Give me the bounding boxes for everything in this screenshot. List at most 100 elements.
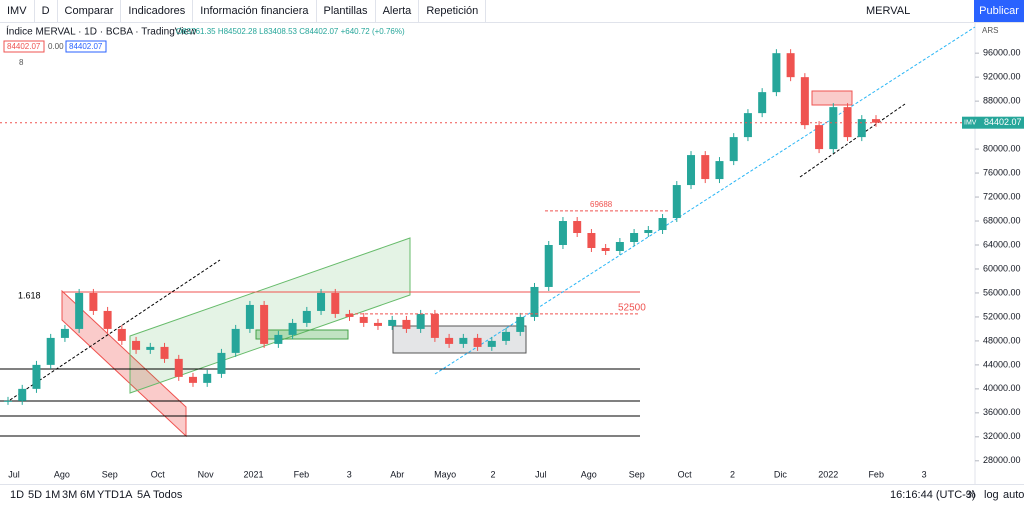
x-tick-label: Sep <box>629 469 645 479</box>
candle <box>815 125 824 150</box>
y-tick-label: 32000.00 <box>983 431 1021 441</box>
publish-button[interactable]: Publicar <box>974 0 1024 22</box>
candle <box>587 233 596 248</box>
y-tick-label: 56000.00 <box>983 287 1021 297</box>
candle <box>245 304 254 329</box>
zone <box>811 90 853 106</box>
symbol[interactable]: IMV <box>0 0 35 22</box>
candle <box>402 319 411 329</box>
range-button[interactable]: 1A <box>119 489 133 501</box>
sell-price: 84402.07 <box>7 42 41 51</box>
candle <box>217 352 226 374</box>
y-tick-label: 52000.00 <box>983 311 1021 321</box>
candle <box>857 119 866 138</box>
x-tick-label: Ago <box>581 469 597 479</box>
candle <box>544 244 553 287</box>
x-tick-label: Dic <box>774 469 787 479</box>
x-tick-label: Jul <box>535 469 547 479</box>
y-tick-label: 92000.00 <box>983 72 1021 82</box>
candle <box>302 310 311 323</box>
symbol-tag-label: IMV <box>964 120 977 127</box>
collapsed-count: 8 <box>19 58 24 67</box>
candle <box>487 340 496 347</box>
y-tick-label: 44000.00 <box>983 359 1021 369</box>
buy-price: 84402.07 <box>69 42 103 51</box>
spread: 0.00 <box>48 42 64 51</box>
tool[interactable]: Información financiera <box>193 0 317 22</box>
y-tick-label: 48000.00 <box>983 335 1021 345</box>
y-tick-label: 96000.00 <box>983 48 1021 58</box>
candle <box>800 77 809 126</box>
candle <box>146 346 155 350</box>
range-button[interactable]: YTD <box>97 489 119 501</box>
candle <box>32 364 41 389</box>
tool[interactable]: Alerta <box>376 0 420 22</box>
candle <box>558 221 567 245</box>
compare-symbol[interactable]: MERVAL <box>866 5 911 17</box>
candle <box>445 337 454 344</box>
candle <box>516 316 525 332</box>
range-button[interactable]: 6M <box>80 489 96 501</box>
scale-option[interactable]: auto <box>1003 489 1024 501</box>
scale-option[interactable]: log <box>984 489 999 501</box>
candle <box>630 233 639 242</box>
fib-label: 1.618 <box>18 290 41 300</box>
candle <box>359 316 368 323</box>
candle <box>331 292 340 314</box>
range-button[interactable]: 1M <box>45 489 61 501</box>
candle <box>89 292 98 311</box>
trend-line <box>799 103 906 178</box>
x-tick-label: 2 <box>490 469 495 479</box>
candle <box>103 310 112 329</box>
tool[interactable]: Indicadores <box>121 0 194 22</box>
range-button[interactable]: Todos <box>153 489 183 501</box>
x-tick-label: Sep <box>102 469 118 479</box>
tool[interactable]: Repetición <box>419 0 487 22</box>
candle <box>530 286 539 317</box>
trend-line <box>9 259 221 401</box>
clock[interactable]: 16:16:44 (UTC-3) <box>890 489 976 501</box>
range-button[interactable]: 1D <box>10 489 25 501</box>
zone <box>255 329 349 340</box>
candle <box>459 337 468 344</box>
toolbar: IMV D Comparar Indicadores Información f… <box>0 0 1024 23</box>
candle <box>502 331 511 341</box>
candle <box>843 107 852 138</box>
tool[interactable]: Comparar <box>58 0 122 22</box>
candle <box>715 161 724 180</box>
candle <box>317 292 326 311</box>
price-tag <box>980 116 1024 129</box>
candle <box>345 313 354 317</box>
candle <box>672 185 681 219</box>
candle <box>573 221 582 234</box>
range-button[interactable]: 3M <box>62 489 78 501</box>
candle <box>615 242 624 251</box>
buy-box <box>65 40 107 53</box>
candle <box>18 388 27 401</box>
bottom-bar: 1D 5D 1M 3M 6M YTD 1A 5A Todos 16:16:44 (UTC-3)% l… <box>0 484 1024 506</box>
candle <box>260 304 269 344</box>
y-tick-label: 68000.00 <box>983 215 1021 225</box>
chart: Índice MERVAL · 1D · BCBA · TradingView … <box>0 22 1024 484</box>
candle <box>4 400 12 402</box>
x-tick-label: Abr <box>390 469 404 479</box>
y-tick-label: 80000.00 <box>983 143 1021 153</box>
y-tick-label: 64000.00 <box>983 239 1021 249</box>
scale-option[interactable]: % <box>966 489 976 501</box>
candle <box>786 53 795 78</box>
interval[interactable]: D <box>35 0 58 22</box>
tool[interactable]: Plantillas <box>317 0 376 22</box>
candle <box>701 155 710 180</box>
y-tick-label: 88000.00 <box>983 96 1021 106</box>
range-button[interactable]: 5A <box>137 489 151 501</box>
candle <box>872 119 880 123</box>
candle <box>758 92 767 114</box>
x-tick-label: Oct <box>678 469 693 479</box>
y-tick-label: 72000.00 <box>983 191 1021 201</box>
y-tick-label: 40000.00 <box>983 383 1021 393</box>
range-button[interactable]: 5D <box>28 489 43 501</box>
candle <box>388 319 397 326</box>
y-tick-label: 76000.00 <box>983 167 1021 177</box>
trend-line <box>434 26 976 375</box>
